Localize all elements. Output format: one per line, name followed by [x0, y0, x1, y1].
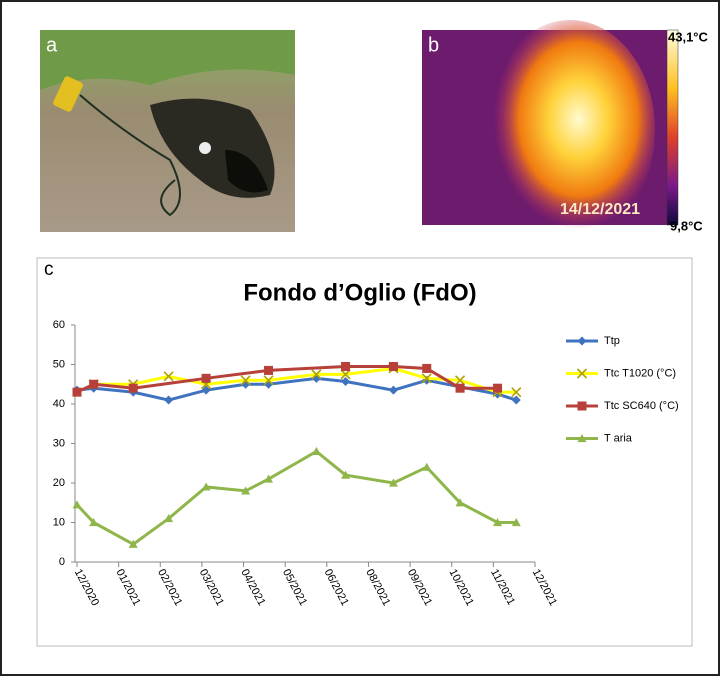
legend-marker — [577, 401, 587, 411]
marker — [72, 387, 82, 397]
legend-label: Ttc SC640 (°C) — [604, 400, 679, 412]
marker — [240, 375, 251, 386]
chart-frame — [36, 257, 693, 647]
marker — [341, 376, 351, 386]
legend-marker — [577, 434, 587, 443]
marker — [455, 383, 465, 393]
marker — [201, 385, 211, 395]
y-tick-label: 30 — [53, 437, 65, 449]
legend-label: Ttp — [604, 335, 620, 347]
marker — [422, 462, 432, 471]
marker — [341, 470, 351, 479]
legend-marker — [577, 336, 587, 346]
colorbar-max: 43,1°C — [668, 29, 709, 44]
marker — [241, 486, 251, 495]
marker — [164, 395, 174, 405]
marker — [311, 369, 322, 380]
marker — [388, 385, 398, 395]
marker — [388, 361, 398, 371]
colorbar-min: 9,8°C — [670, 218, 703, 233]
y-tick-label: 50 — [53, 358, 65, 370]
marker — [72, 500, 82, 509]
chart-title: Fondo d’Oglio (FdO) — [243, 279, 476, 306]
marker — [341, 361, 351, 371]
y-tick-label: 10 — [53, 516, 65, 528]
legend-label: T aria — [604, 432, 633, 444]
marker — [340, 369, 351, 380]
marker — [511, 518, 521, 527]
marker — [511, 387, 522, 398]
thermal-image — [422, 20, 679, 240]
marker — [128, 383, 138, 393]
legend-marker — [576, 368, 588, 379]
series-line — [76, 364, 498, 394]
marker — [421, 373, 432, 384]
marker — [493, 518, 503, 527]
marker — [128, 539, 138, 548]
marker — [311, 446, 321, 455]
marker — [264, 365, 274, 375]
marker — [455, 498, 465, 507]
series-line — [75, 449, 517, 546]
marker — [163, 371, 174, 382]
marker — [511, 395, 521, 405]
marker — [454, 375, 466, 386]
y-tick-label: 20 — [53, 477, 65, 489]
y-tick-label: 60 — [53, 319, 65, 331]
panel-label: c — [44, 259, 54, 280]
marker — [388, 478, 398, 487]
marker — [89, 518, 99, 527]
marker — [201, 373, 211, 383]
marker — [89, 379, 99, 389]
marker — [264, 474, 274, 483]
y-tick-label: 0 — [59, 556, 65, 568]
panel-label: b — [428, 34, 439, 56]
marker — [201, 482, 211, 491]
legend-label: Ttc T1020 (°C) — [604, 367, 676, 379]
y-tick-label: 40 — [53, 398, 65, 410]
marker — [263, 375, 274, 386]
photo-a — [40, 30, 295, 232]
image-date: 14/12/2021 — [560, 201, 640, 218]
marker — [164, 514, 174, 523]
panel-label: a — [46, 34, 58, 56]
marker — [422, 363, 432, 373]
marker — [493, 383, 503, 393]
